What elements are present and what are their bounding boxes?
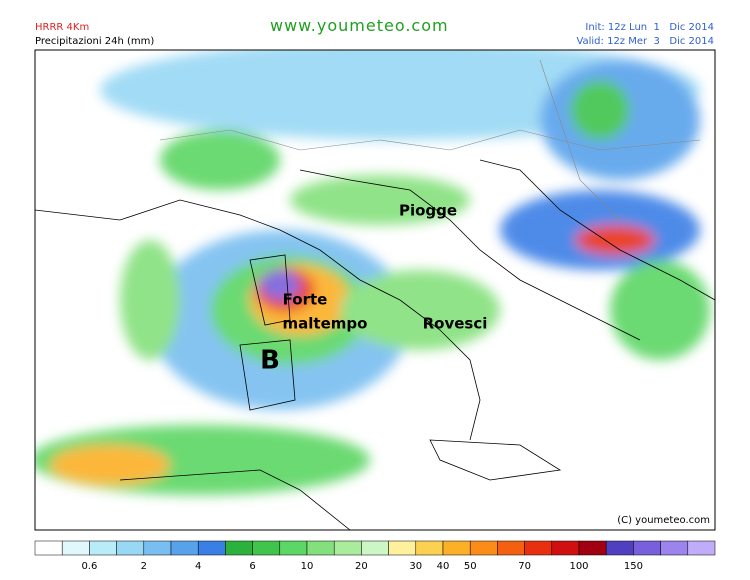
- legend-swatch: [252, 540, 281, 556]
- legend-swatch: [361, 540, 389, 556]
- legend-swatch: [388, 540, 417, 556]
- legend-label: 2: [141, 561, 147, 572]
- legend-swatch: [170, 540, 199, 556]
- map-frame: [34, 49, 716, 531]
- legend-swatch: [524, 540, 553, 556]
- borders: [159, 59, 701, 221]
- pressure-low: B: [260, 346, 280, 376]
- legend-label: 4: [195, 561, 201, 572]
- coastlines: [35, 159, 715, 530]
- legend-swatch: [143, 540, 172, 556]
- legend-swatch: [497, 540, 525, 556]
- product-label: Precipitazioni 24h (mm): [35, 36, 155, 47]
- legend-label: 10: [301, 561, 314, 572]
- legend-swatch: [578, 540, 607, 556]
- legend-swatch: [469, 540, 498, 556]
- legend-label: 50: [464, 561, 477, 572]
- map-label: Forte: [283, 291, 328, 309]
- legend-swatch: [633, 540, 661, 556]
- legend-swatch: [89, 540, 117, 556]
- legend-swatch: [605, 540, 634, 556]
- legend-label: 0.6: [81, 561, 97, 572]
- legend-label: 70: [518, 561, 531, 572]
- legend-swatch: [415, 540, 444, 556]
- legend-swatch: [34, 540, 63, 556]
- legend-swatch: [660, 540, 689, 556]
- legend-swatch: [61, 540, 90, 556]
- legend-swatch: [333, 540, 362, 556]
- legend-swatch: [279, 540, 308, 556]
- copyright: (C) youmeteo.com: [617, 515, 710, 526]
- legend-label: 100: [569, 561, 588, 572]
- legend-swatch: [225, 540, 253, 556]
- legend-label: 20: [355, 561, 368, 572]
- map-label: Rovesci: [423, 315, 488, 333]
- init-label: Init: 12z Lun 1 Dic 2014: [585, 22, 714, 33]
- model-label: HRRR 4Km: [35, 22, 90, 33]
- legend-label: 30: [409, 561, 422, 572]
- legend-swatch: [197, 540, 226, 556]
- legend-label: 6: [249, 561, 255, 572]
- legend: 0.6 2 4 6 10 20 30 40 50 70 100 150: [34, 540, 716, 572]
- valid-label: Valid: 12z Mer 3 Dic 2014: [576, 36, 714, 47]
- legend-swatch: [551, 540, 580, 556]
- legend-swatch: [306, 540, 335, 556]
- legend-swatch: [687, 540, 716, 556]
- map-label: Piogge: [399, 202, 457, 220]
- legend-label: 150: [624, 561, 643, 572]
- legend-label: 40: [437, 561, 450, 572]
- legend-swatch: [116, 540, 145, 556]
- map-label: maltempo: [283, 315, 368, 333]
- precip-field: [35, 50, 715, 530]
- site-label: www.youmeteo.com: [270, 16, 449, 35]
- legend-swatch: [442, 540, 471, 556]
